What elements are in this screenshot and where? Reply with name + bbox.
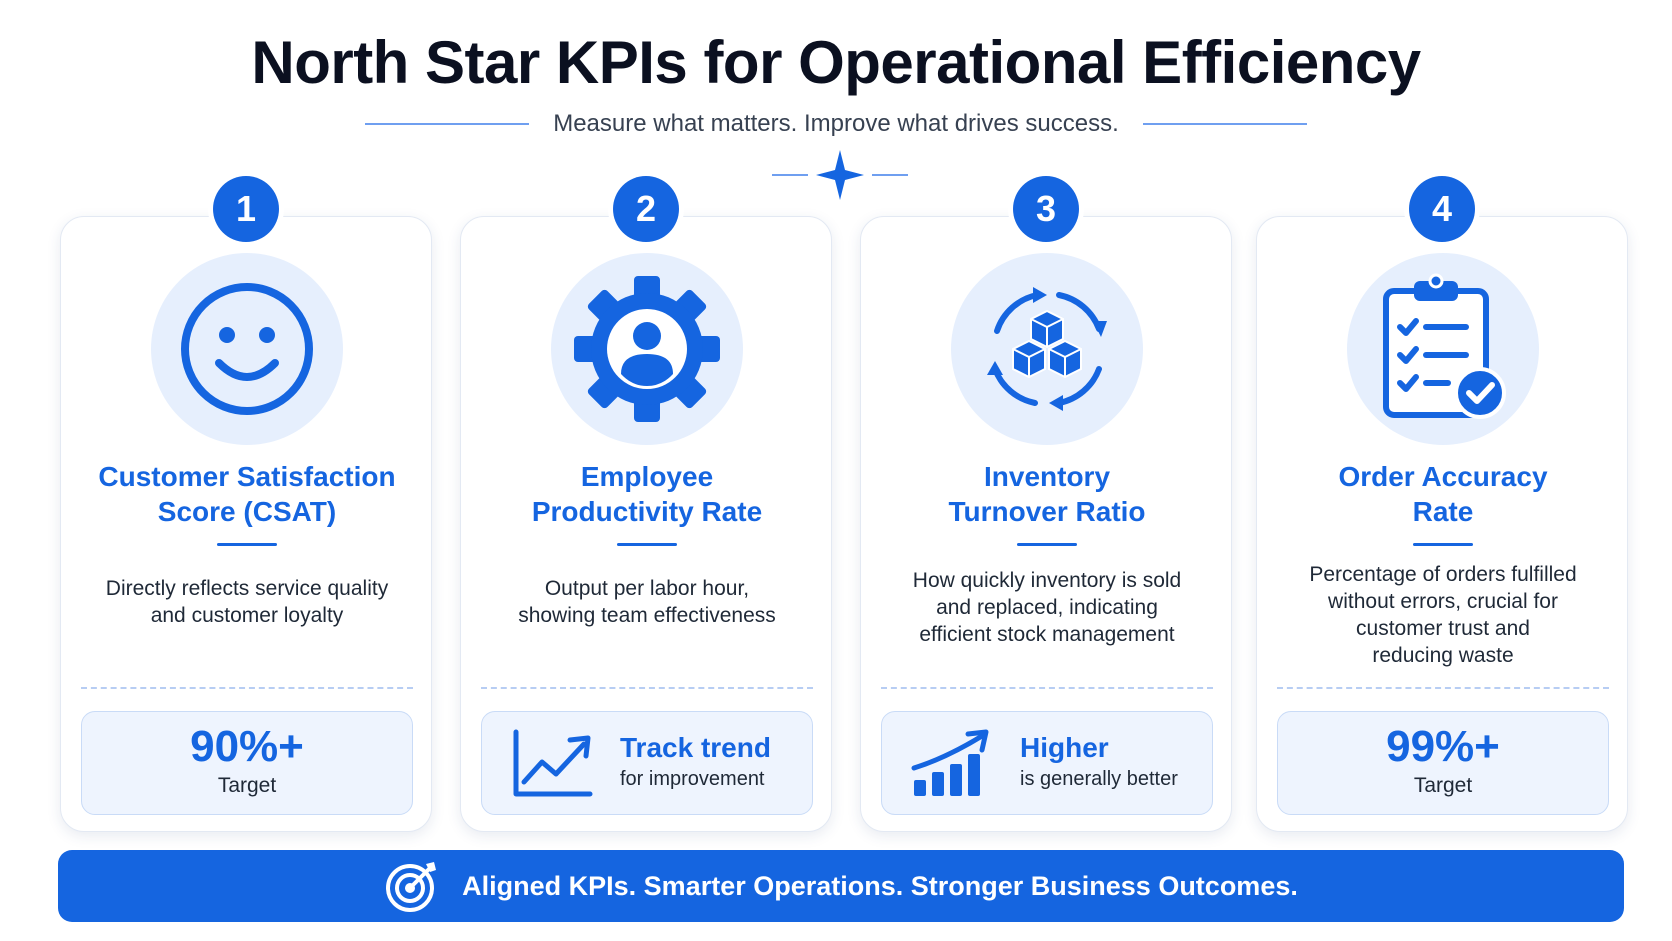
card-title: Employee Productivity Rate: [477, 459, 817, 529]
stat-box: 90%+ Target: [81, 711, 413, 815]
icon-circle: [951, 253, 1143, 445]
desc-line: Output per labor hour,: [544, 577, 750, 600]
desc-line: and customer loyalty: [150, 604, 344, 627]
stat-box: Track trend for improvement: [481, 711, 813, 815]
star-dash-right: [872, 174, 908, 176]
stat-box: Higher is generally better: [881, 711, 1213, 815]
kpi-number-badge-2: 2: [613, 176, 679, 242]
subtitle-left-line: [365, 123, 530, 125]
gear-person-icon: [574, 276, 720, 422]
kpi-card-order-accuracy: Order Accuracy Rate Percentage of orders…: [1256, 216, 1628, 832]
card-description: Output per labor hour, showing team effe…: [481, 575, 813, 629]
subtitle-row: Measure what matters. Improve what drive…: [0, 108, 1672, 140]
sparkle-star-icon: [816, 150, 864, 200]
desc-line: reducing waste: [1372, 644, 1514, 667]
inventory-cycle-icon: [987, 287, 1107, 411]
icon-circle: [1347, 253, 1539, 445]
title-underline: [217, 543, 277, 546]
bar-growth-icon: [911, 729, 989, 796]
star-divider: [772, 150, 908, 200]
subtitle-right-line: [1142, 123, 1307, 125]
kpi-number-badge-1: 1: [213, 176, 279, 242]
desc-line: Percentage of orders fulfilled: [1309, 563, 1577, 586]
stat-heading: Higher: [1020, 732, 1109, 763]
footer-tagline: Aligned KPIs. Smarter Operations. Strong…: [462, 870, 1298, 901]
page-title: North Star KPIs for Operational Efficien…: [251, 29, 1421, 96]
desc-line: customer trust and: [1356, 617, 1530, 640]
title-underline: [1413, 543, 1473, 546]
page-subtitle: Measure what matters. Improve what drive…: [553, 110, 1119, 137]
stat-value: 90%+: [190, 722, 304, 771]
card-description: How quickly inventory is sold and replac…: [881, 567, 1213, 648]
title-underline: [1017, 543, 1077, 546]
star-dash-left: [772, 174, 808, 176]
card-title-line: Inventory: [983, 461, 1111, 492]
title-underline: [617, 543, 677, 546]
desc-line: and replaced, indicating: [936, 596, 1158, 619]
desc-line: showing team effectiveness: [518, 604, 776, 627]
desc-line: efficient stock management: [919, 623, 1175, 646]
stat-label: Target: [1413, 774, 1473, 797]
card-description: Percentage of orders fulfilled without e…: [1277, 561, 1609, 669]
kpi-card-productivity: Employee Productivity Rate Output per la…: [460, 216, 832, 832]
card-description: Directly reflects service quality and cu…: [81, 575, 413, 629]
desc-line: Directly reflects service quality: [105, 577, 389, 600]
footer-banner: Aligned KPIs. Smarter Operations. Strong…: [58, 850, 1624, 922]
smiley-face-icon: [181, 283, 313, 415]
dashed-divider: [81, 687, 413, 689]
card-title-line: Productivity Rate: [531, 496, 763, 527]
dashed-divider: [881, 687, 1213, 689]
stat-subtext: for improvement: [620, 768, 765, 790]
stat-box: 99%+ Target: [1277, 711, 1609, 815]
card-title: Inventory Turnover Ratio: [877, 459, 1217, 529]
desc-line: without errors, crucial for: [1328, 590, 1558, 613]
kpi-card-inventory: Inventory Turnover Ratio How quickly inv…: [860, 216, 1232, 832]
kpi-card-csat: Customer Satisfaction Score (CSAT) Direc…: [60, 216, 432, 832]
desc-line: How quickly inventory is sold: [912, 569, 1182, 592]
stat-heading: Track trend: [620, 732, 771, 763]
trend-line-icon: [513, 729, 593, 797]
clipboard-check-icon: [1383, 273, 1506, 419]
card-title-line: Order Accuracy: [1338, 461, 1548, 492]
card-title-line: Rate: [1412, 496, 1474, 527]
card-title-line: Employee: [580, 461, 714, 492]
icon-circle: [151, 253, 343, 445]
stat-value: 99%+: [1386, 722, 1500, 771]
card-title: Customer Satisfaction Score (CSAT): [77, 459, 417, 529]
dashed-divider: [1277, 687, 1609, 689]
target-icon: [386, 862, 437, 912]
card-title-line: Turnover Ratio: [948, 496, 1146, 527]
stat-subtext: is generally better: [1020, 768, 1178, 790]
kpi-number-badge-4: 4: [1409, 176, 1475, 242]
icon-circle: [551, 253, 743, 445]
stat-label: Target: [217, 774, 277, 797]
kpi-number-badge-3: 3: [1013, 176, 1079, 242]
card-title: Order Accuracy Rate: [1273, 459, 1613, 529]
dashed-divider: [481, 687, 813, 689]
card-title-line: Customer Satisfaction: [98, 461, 396, 492]
card-title-line: Score (CSAT): [157, 496, 337, 527]
